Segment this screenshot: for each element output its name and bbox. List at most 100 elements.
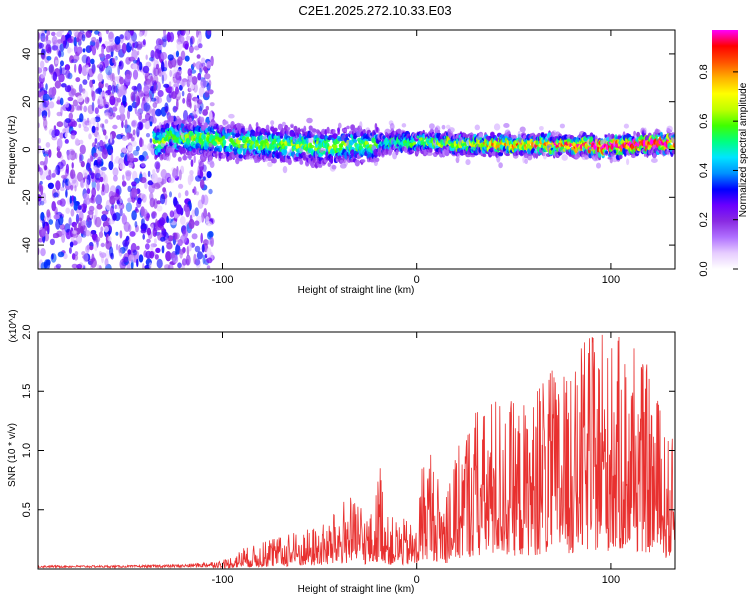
heatmap-cell (198, 86, 205, 98)
heatmap-cell (81, 220, 87, 226)
heatmap-cell (197, 143, 201, 147)
heatmap-cell (199, 138, 203, 143)
colorbar-tick-label: 0.8 (698, 64, 710, 79)
heatmap-cell (157, 90, 164, 97)
heatmap-cell (161, 61, 165, 72)
heatmap-cell (164, 102, 169, 113)
heatmap-cell (142, 233, 145, 240)
heatmap-cell (78, 83, 83, 94)
x-tick-label: 0 (414, 274, 420, 286)
heatmap-cell (100, 91, 105, 97)
heatmap-cell (46, 30, 51, 36)
heatmap-cell (164, 264, 171, 269)
heatmap-cell (135, 206, 138, 212)
heatmap-cell (60, 50, 65, 58)
heatmap-cell (228, 113, 235, 119)
heatmap-cell (165, 251, 172, 262)
heatmap-cell (104, 112, 111, 117)
heatmap-cell (71, 162, 74, 169)
heatmap-cell (91, 36, 97, 43)
heatmap-cell (38, 82, 42, 89)
heatmap-cell (105, 30, 109, 35)
heatmap-cell (651, 158, 658, 163)
heatmap-cell (111, 72, 115, 83)
heatmap-cell (38, 67, 43, 74)
heatmap-cell (119, 105, 125, 115)
heatmap-cell (92, 117, 96, 126)
heatmap-cell (102, 129, 107, 136)
figure-title: C2E1.2025.272.10.33.E03 (298, 3, 451, 18)
heatmap-cell (97, 98, 101, 106)
heatmap-cell (67, 179, 73, 187)
heatmap-cell (299, 159, 304, 165)
heatmap-cell (110, 252, 115, 260)
heatmap-cell (65, 118, 71, 124)
heatmap-cell (167, 235, 174, 242)
heatmap-cell (182, 97, 186, 104)
heatmap-cell (100, 123, 104, 128)
heatmap-cell (141, 144, 148, 151)
y-tick-label: 40 (21, 48, 33, 60)
heatmap-cell (194, 245, 201, 253)
heatmap-cell (219, 144, 223, 152)
heatmap-cell (125, 202, 132, 212)
heatmap-cell (193, 121, 197, 129)
heatmap-cell (187, 87, 192, 93)
heatmap-cell (104, 40, 109, 47)
heatmap-cell (170, 252, 176, 259)
heatmap-cell (59, 224, 66, 230)
y-tick-label: 1.5 (21, 384, 33, 399)
heatmap-cell (108, 160, 114, 171)
heatmap-cell (100, 226, 104, 232)
heatmap-cell (127, 145, 133, 152)
heatmap-cell (341, 140, 346, 145)
heatmap-cell (98, 231, 104, 239)
heatmap-cell (196, 54, 201, 59)
heatmap-cell (209, 102, 215, 107)
heatmap-cell (109, 205, 114, 216)
heatmap-cell (173, 232, 178, 241)
heatmap-cell (188, 242, 192, 252)
heatmap-cell (138, 154, 145, 161)
heatmap-cell (99, 176, 104, 183)
heatmap-cell (158, 68, 161, 74)
heatmap-cell (112, 57, 116, 64)
heatmap-cell (94, 216, 102, 228)
heatmap-cell (93, 152, 98, 158)
heatmap-cell (42, 219, 46, 229)
heatmap-cell (137, 61, 140, 72)
heatmap-cell (105, 54, 112, 59)
heatmap-cell (362, 129, 366, 134)
heatmap-cell (109, 133, 113, 144)
heatmap-cell (204, 73, 211, 80)
heatmap-cell (422, 133, 426, 139)
heatmap-cell (112, 213, 117, 221)
heatmap-cell (99, 32, 103, 38)
heatmap-cell (178, 248, 185, 255)
heatmap-cell (201, 194, 205, 205)
heatmap-cell (206, 257, 213, 264)
colorbar-tick-label: 0.0 (698, 261, 710, 276)
heatmap-cell (375, 126, 379, 133)
heatmap-cell (115, 231, 119, 236)
heatmap-cell (45, 39, 52, 45)
heatmap-cell (114, 36, 121, 45)
heatmap-cell (191, 110, 196, 117)
heatmap-cell (199, 67, 202, 75)
heatmap-cell (267, 161, 273, 167)
heatmap-cell (107, 84, 113, 92)
heatmap-cell (41, 37, 48, 42)
heatmap-cell (95, 172, 101, 181)
heatmap-cell (46, 209, 51, 218)
heatmap-cell (155, 162, 160, 174)
heatmap-cell (79, 225, 84, 234)
heatmap-cell (270, 120, 275, 126)
heatmap-cell (652, 152, 657, 159)
heatmap-cell (132, 69, 139, 80)
heatmap-cell (78, 123, 82, 129)
heatmap-cell (48, 87, 55, 98)
heatmap-cell (128, 133, 133, 139)
heatmap-cell (204, 90, 210, 98)
heatmap-cell (79, 113, 84, 123)
heatmap-cell (202, 176, 206, 181)
